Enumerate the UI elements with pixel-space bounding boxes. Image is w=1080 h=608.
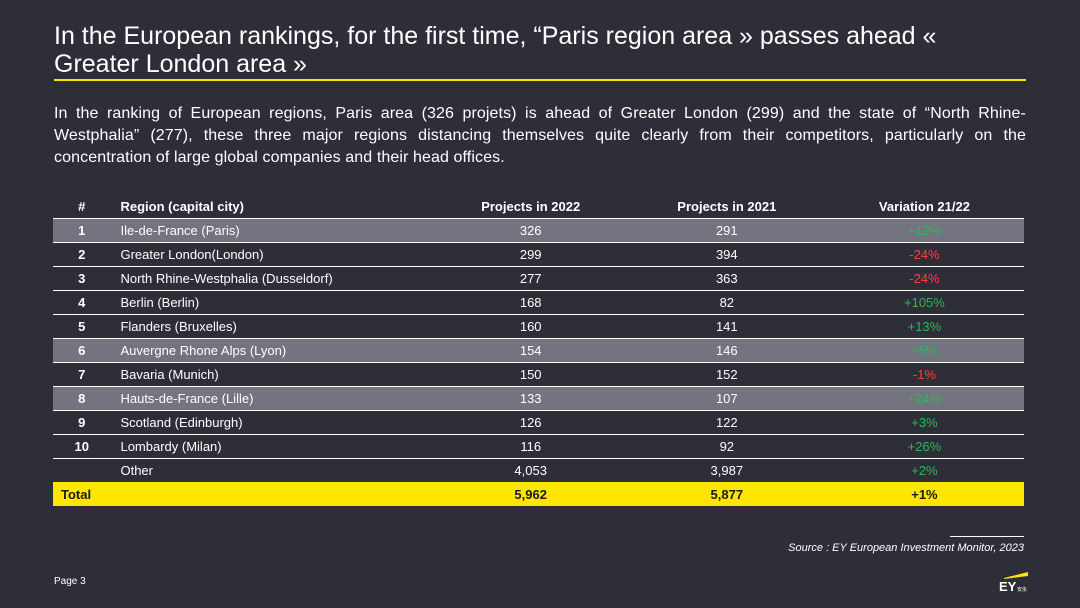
row-variation: +26% <box>824 434 1024 459</box>
total-projects-2022: 5,962 <box>432 482 629 506</box>
row-rank: 10 <box>53 434 111 459</box>
header-projects-2021: Projects in 2021 <box>628 194 825 219</box>
total-variation: +1% <box>824 482 1024 506</box>
other-region: Other <box>120 463 153 478</box>
row-projects-2021: 141 <box>628 314 825 339</box>
row-rank: 7 <box>53 362 111 387</box>
table-row-other: Other 4,053 3,987 +2% <box>53 459 1024 483</box>
row-region: Greater London(London) <box>110 242 433 267</box>
header-region: Region (capital city) <box>110 194 433 219</box>
row-region: Flanders (Bruxelles) <box>110 314 433 339</box>
row-region: North Rhine-Westphalia (Dusseldorf) <box>110 266 433 291</box>
row-projects-2021: 152 <box>628 362 825 387</box>
row-projects-2022: 133 <box>432 386 629 411</box>
ey-logo: EY 安永 <box>999 572 1028 594</box>
other-projects-2021: 3,987 <box>710 463 744 478</box>
row-projects-2021: 92 <box>628 434 825 459</box>
row-variation: -1% <box>824 362 1024 387</box>
total-projects-2021: 5,877 <box>628 482 825 506</box>
table-row: 8 Hauts-de-France (Lille) 133 107 +24% <box>53 386 1024 411</box>
row-variation: +105% <box>824 290 1024 315</box>
source-note: Source : EY European Investment Monitor,… <box>788 542 1024 554</box>
row-region: Berlin (Berlin) <box>110 290 433 315</box>
header-projects-2022: Projects in 2022 <box>432 194 629 219</box>
row-variation: -24% <box>824 266 1024 291</box>
row-projects-2021: 291 <box>628 218 825 243</box>
row-projects-2022: 168 <box>432 290 629 315</box>
ranking-table: # Region (capital city) Projects in 2022… <box>53 194 1024 506</box>
row-projects-2022: 299 <box>432 242 629 267</box>
row-variation: +24% <box>824 386 1024 411</box>
table-row: 4 Berlin (Berlin) 168 82 +105% <box>53 290 1024 315</box>
total-label: Total <box>53 482 111 506</box>
row-projects-2021: 107 <box>628 386 825 411</box>
row-variation: +13% <box>824 314 1024 339</box>
total-region-empty <box>110 482 433 506</box>
row-region: Scotland (Edinburgh) <box>110 410 433 435</box>
row-rank: 4 <box>53 290 111 315</box>
title-underline <box>54 79 1026 81</box>
row-rank: 5 <box>53 314 111 339</box>
row-projects-2022: 126 <box>432 410 629 435</box>
row-projects-2022: 116 <box>432 434 629 459</box>
row-region: Auvergne Rhone Alps (Lyon) <box>110 338 433 363</box>
row-projects-2021: 146 <box>628 338 825 363</box>
ey-logo-subtext: 安永 <box>1017 586 1027 593</box>
row-rank: 6 <box>53 338 111 363</box>
ey-logo-text: EY <box>999 579 1017 594</box>
table-header-row: # Region (capital city) Projects in 2022… <box>53 194 1024 219</box>
row-rank: 8 <box>53 386 111 411</box>
table-row: 9 Scotland (Edinburgh) 126 122 +3% <box>53 410 1024 435</box>
table-row: 2 Greater London(London) 299 394 -24% <box>53 242 1024 267</box>
row-region: Hauts-de-France (Lille) <box>110 386 433 411</box>
row-projects-2022: 277 <box>432 266 629 291</box>
other-rank <box>53 459 110 483</box>
table-row: 6 Auvergne Rhone Alps (Lyon) 154 146 +5% <box>53 338 1024 363</box>
other-variation: +2% <box>911 463 938 478</box>
row-variation: +5% <box>824 338 1024 363</box>
row-rank: 9 <box>53 410 111 435</box>
table-row: 5 Flanders (Bruxelles) 160 141 +13% <box>53 314 1024 339</box>
row-projects-2021: 394 <box>628 242 825 267</box>
row-variation: -24% <box>824 242 1024 267</box>
table-row: 7 Bavaria (Munich) 150 152 -1% <box>53 362 1024 387</box>
row-region: Bavaria (Munich) <box>110 362 433 387</box>
row-projects-2022: 154 <box>432 338 629 363</box>
row-region: Lombardy (Milan) <box>110 434 433 459</box>
page-number: Page 3 <box>54 576 86 587</box>
row-projects-2021: 82 <box>628 290 825 315</box>
row-projects-2021: 363 <box>628 266 825 291</box>
table-row: 1 Ile-de-France (Paris) 326 291 +12% <box>53 218 1024 243</box>
intro-paragraph: In the ranking of European regions, Pari… <box>54 105 1026 166</box>
row-rank: 3 <box>53 266 111 291</box>
row-region: Ile-de-France (Paris) <box>110 218 433 243</box>
other-projects-2022: 4,053 <box>514 463 547 478</box>
row-projects-2022: 160 <box>432 314 629 339</box>
row-rank: 2 <box>53 242 111 267</box>
row-variation: +3% <box>824 410 1024 435</box>
table-row: 10 Lombardy (Milan) 116 92 +26% <box>53 434 1024 459</box>
row-projects-2022: 326 <box>432 218 629 243</box>
source-divider <box>950 536 1024 537</box>
table-row: 3 North Rhine-Westphalia (Dusseldorf) 277 3… <box>53 266 1024 291</box>
row-projects-2021: 122 <box>628 410 825 435</box>
table-row-total: Total 5,962 5,877 +1% <box>53 482 1024 506</box>
slide-title: In the European rankings, for the first … <box>54 22 937 78</box>
row-projects-2022: 150 <box>432 362 629 387</box>
header-rank: # <box>53 194 111 219</box>
header-variation: Variation 21/22 <box>824 194 1024 219</box>
row-rank: 1 <box>53 218 111 243</box>
row-variation: +12% <box>824 218 1024 243</box>
